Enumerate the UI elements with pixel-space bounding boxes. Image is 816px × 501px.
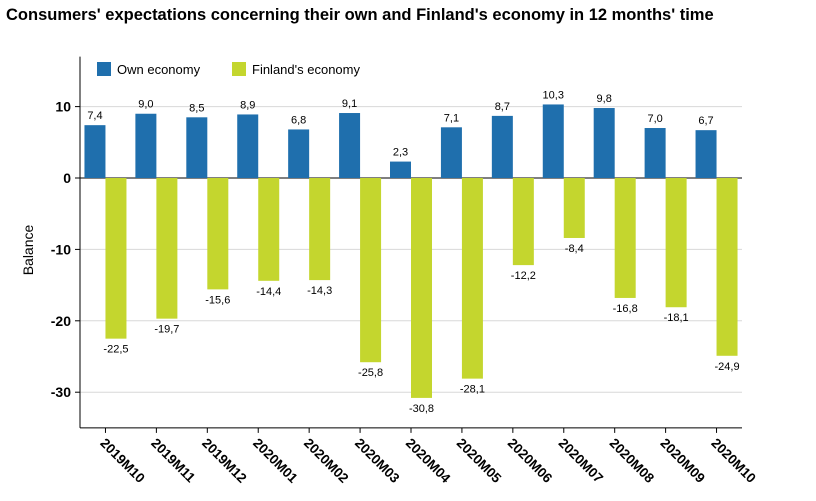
bar-own-economy: [84, 125, 106, 178]
legend: Own economy Finland's economy: [97, 62, 360, 77]
bar-finland-economy: [105, 178, 127, 339]
bar-finland-economy: [461, 178, 483, 379]
legend-swatch-own-economy: [97, 62, 111, 76]
bar-finland-economy: [665, 178, 687, 308]
data-label: 9,8: [597, 93, 612, 105]
bar-own-economy: [339, 113, 361, 178]
x-tick-label: 2020M03: [352, 435, 403, 486]
x-tick-label: 2020M10: [708, 435, 758, 485]
bar-finland-economy: [716, 178, 738, 356]
x-tick-label: 2020M02: [301, 435, 351, 485]
data-label: 8,7: [495, 101, 510, 113]
data-label: 2,3: [393, 147, 408, 159]
bar-finland-economy: [563, 178, 585, 238]
bar-own-economy: [390, 161, 411, 178]
x-tick-label: 2020M01: [250, 435, 301, 486]
data-label: 9,1: [342, 98, 357, 110]
y-tick-label: -30: [51, 384, 71, 400]
bar-own-economy: [237, 114, 259, 178]
x-tick-label: 2020M08: [607, 435, 658, 486]
y-tick-label: 0: [63, 170, 71, 186]
data-label: -16,8: [613, 303, 638, 315]
data-label: -30,8: [409, 403, 434, 415]
data-label: -19,7: [154, 324, 179, 336]
bar-finland-economy: [309, 178, 331, 281]
chart-title: Consumers' expectations concerning their…: [6, 6, 714, 24]
y-axis: 10 0 -10 -20 -30: [51, 56, 81, 428]
data-label: -8,4: [565, 243, 584, 255]
data-label: 8,9: [240, 99, 255, 111]
data-label: 7,4: [87, 110, 102, 122]
x-tick-label: 2020M06: [505, 435, 556, 486]
data-label: -14,4: [256, 286, 281, 298]
x-tick-label: 2020M05: [454, 435, 505, 486]
data-label: 6,7: [698, 115, 713, 127]
data-label: 9,0: [138, 99, 153, 111]
bar-own-economy: [186, 117, 208, 178]
bar-own-economy: [593, 108, 615, 178]
legend-label: Own economy: [117, 62, 201, 77]
data-label: -22,5: [103, 344, 128, 356]
x-tick-label: 2019M12: [199, 435, 249, 485]
y-tick-label: -20: [51, 313, 71, 329]
y-tick-label: -10: [51, 241, 71, 257]
x-axis: 2019M10 2019M11 2019M12 2020M01 2020M02 2020M…: [80, 427, 759, 486]
y-tick-label: 10: [55, 99, 71, 115]
data-label: 6,8: [291, 114, 306, 126]
x-tick-label: 2020M09: [657, 435, 707, 485]
data-label: 8,5: [189, 102, 204, 114]
data-label: -28,1: [460, 384, 485, 396]
data-label: -14,3: [307, 285, 332, 297]
bar-own-economy: [542, 104, 564, 178]
bar-own-economy: [288, 129, 310, 178]
data-label: -12,2: [511, 270, 536, 282]
x-tick-label: 2019M11: [148, 435, 198, 485]
bar-own-economy: [135, 113, 157, 178]
bar-finland-economy: [207, 178, 229, 290]
data-label: 7,1: [444, 112, 459, 124]
x-tick-label: 2019M10: [97, 435, 147, 485]
data-label: -18,1: [664, 312, 689, 324]
legend-swatch-finland-economy: [232, 62, 246, 76]
data-label: -25,8: [358, 367, 383, 379]
y-axis-label: Balance: [20, 224, 36, 275]
bar-finland-economy: [360, 178, 382, 363]
data-label: -15,6: [205, 294, 230, 306]
bar-own-economy: [695, 130, 717, 178]
bar-finland-economy: [411, 178, 432, 398]
bars: [84, 104, 738, 398]
bar-finland-economy: [614, 178, 636, 298]
bar-own-economy: [644, 128, 666, 178]
x-tick-label: 2020M04: [403, 435, 454, 486]
bar-finland-economy: [156, 178, 178, 319]
data-labels: 7,4 -22,5 9,0 -19,7 8,5 -15,6 8,9 -14,4 6,8 -14,3…: [87, 89, 739, 414]
bar-finland-economy: [512, 178, 534, 266]
bar-finland-economy: [258, 178, 280, 281]
bar-own-economy: [491, 115, 513, 178]
data-label: 7,0: [647, 113, 662, 125]
legend-label: Finland's economy: [252, 62, 360, 77]
x-tick-label: 2020M07: [556, 435, 606, 485]
data-label: 10,3: [543, 89, 564, 101]
data-label: -24,9: [714, 361, 739, 373]
bar-own-economy: [440, 127, 462, 178]
